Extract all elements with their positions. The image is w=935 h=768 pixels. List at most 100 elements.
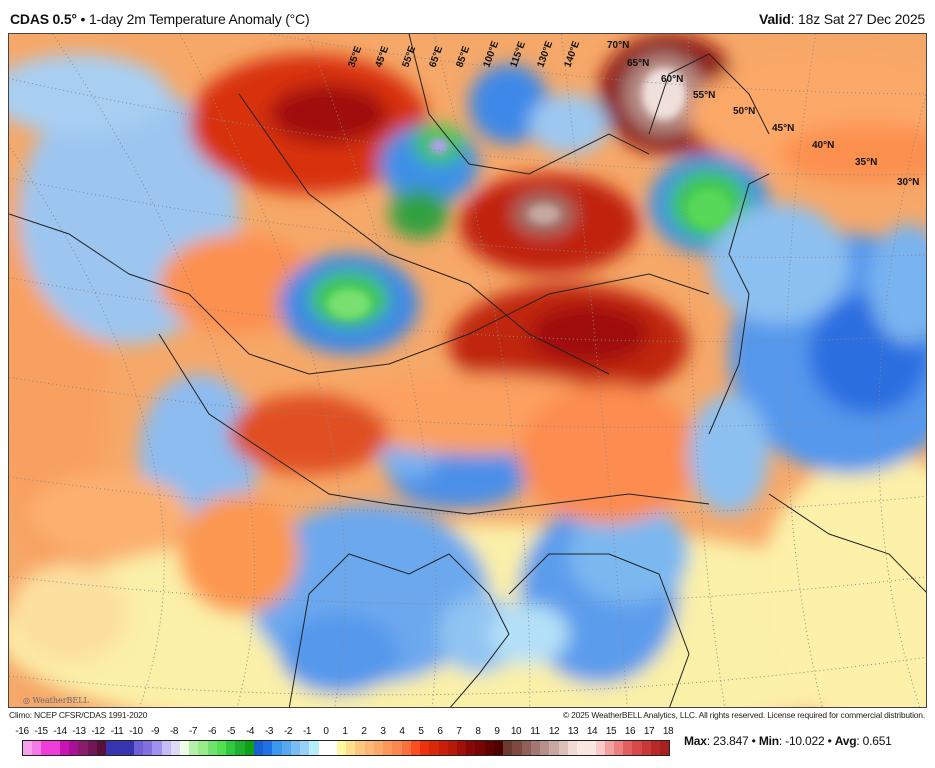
colorbar-ticks: -16 -15 -14 -13 -12 -11 -10 -9 -8 -7 -6 -5 -4 -3 -2 -1 0… [15,726,673,738]
colorbar-tick: 14 [586,726,598,737]
latitude-label: 45°N [772,123,794,134]
anomaly-region [9,54,169,134]
map-title: CDAS 0.5° • 1-day 2m Temperature Anomaly… [10,11,310,27]
latitude-label: 40°N [812,140,834,151]
boundary-line [768,493,926,593]
colorbar-tick: 7 [456,726,462,737]
colorbar-cell [392,741,402,755]
colorbar-tick: 10 [510,726,522,737]
latitude-label: 35°N [855,157,877,168]
colorbar-tick: 18 [662,726,674,737]
colorbar-cell [614,741,624,755]
colorbar-tick: -8 [169,726,179,737]
stats-readout: Max: 23.847 • Min: -10.022 • Avg: 0.651 [684,734,892,748]
colorbar-tick: -10 [129,726,143,737]
avg-value: : 0.651 [856,734,892,748]
colorbar-tick: 16 [624,726,636,737]
colorbar-cell [586,741,596,755]
colorbar-cell [96,741,107,755]
colorbar-tick: -14 [53,726,67,737]
boundary-line [288,553,510,707]
colorbar-cell [355,741,365,755]
anomaly-region [29,474,189,554]
latitude-label: 30°N [897,177,919,188]
colorbar-cell [429,741,439,755]
anomaly-region [709,204,849,324]
colorbar-tick: -12 [91,726,105,737]
colorbar-cell [124,741,134,755]
meridian-line [306,34,438,707]
anomaly-region [529,94,609,154]
anomaly-region [689,394,769,514]
colorbar-tick: 11 [530,726,540,737]
valid-time: Valid: 18z Sat 27 Dec 2025 [759,11,925,27]
parallel-line [9,575,926,605]
colorbar-cell [457,741,467,755]
colorbar-cell [226,741,236,755]
stats-sep: • [824,734,835,748]
colorbar-cell [143,741,153,755]
product-name: 1-day 2m Temperature Anomaly (°C) [88,11,310,27]
longitude-label: 85°E [454,44,472,69]
colorbar-cell [623,741,633,755]
colorbar-cell [484,741,494,755]
anomaly-core [687,189,731,229]
colorbar-cell [32,741,42,755]
latitude-label: 65°N [627,58,649,69]
anomaly-map: 35°E 45°E 55°E 65°E 85°E 100°E 115°E 130°E 140°E… [8,33,927,708]
colorbar-cell [364,741,374,755]
longitude-label: 100°E [481,39,501,69]
colorbar-cell [336,741,347,755]
colorbar-cell [466,741,476,755]
longitude-label: 55°E [400,44,418,69]
colorbar-cell [401,741,411,755]
colorbar-tick: -2 [283,726,293,737]
colorbar-cell [207,741,217,755]
colorbar-tick: -7 [188,726,198,737]
colorbar [22,740,670,756]
colorbar-cell [447,741,458,755]
colorbar-tick: -15 [34,726,48,737]
colorbar-cell [549,741,559,755]
colorbar-cell [69,741,79,755]
colorbar-cell [318,741,328,755]
anomaly-region [779,124,926,184]
min-value: : -10.022 [778,734,825,748]
boundary-line [508,553,690,707]
anomaly-region [519,384,699,524]
colorbar-cell [59,741,70,755]
meridian-line [433,34,531,707]
longitude-label: 140°E [562,39,582,69]
min-label: Min [758,734,779,748]
colorbar-cell [660,741,670,755]
latitude-label: 60°N [661,74,683,85]
colorbar-cell [567,741,578,755]
meridian-line [51,34,256,707]
colorbar-cell [253,741,264,755]
colorbar-tick: 5 [418,726,424,737]
colorbar-cell [235,741,245,755]
avg-label: Avg [834,734,857,748]
anomaly-region [759,454,926,707]
colorbar-tick: 8 [475,726,481,737]
colorbar-cell [604,741,614,755]
max-label: Max [684,734,707,748]
logo-text: WeatherBELL [32,696,89,705]
anomaly-core [429,138,449,154]
longitude-label: 115°E [508,40,528,69]
valid-label: Valid [758,11,791,27]
anomaly-region [869,224,926,344]
colorbar-cell [216,741,227,755]
map-canvas: 35°E 45°E 55°E 65°E 85°E 100°E 115°E 130°E 140°E… [9,34,926,707]
colorbar-cell [521,741,531,755]
latitude-label: 50°N [733,106,755,117]
boundary-line [9,213,710,375]
anomaly-core [642,68,686,120]
colorbar-cell [189,741,199,755]
parallel-line [267,34,926,95]
colorbar-cell [23,741,33,755]
boundary-line [408,34,650,175]
anomaly-region [179,494,299,614]
colorbar-cell [373,741,384,755]
anomaly-core [327,289,371,319]
